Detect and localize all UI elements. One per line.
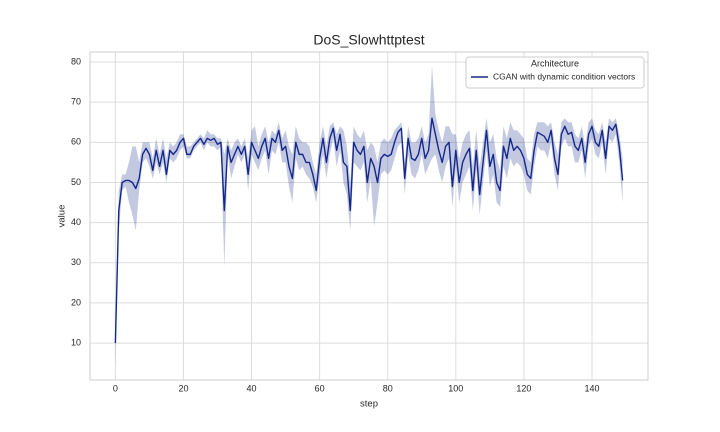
x-axis-label: step: [360, 399, 378, 410]
x-tick-label: 40: [247, 383, 257, 393]
legend-box: [465, 56, 645, 89]
y-tick-label: 80: [71, 56, 81, 66]
x-tick-label: 100: [448, 383, 463, 393]
chart-title: DoS_Slowhttptest: [313, 32, 424, 48]
legend-label: CGAN with dynamic condition vectors: [493, 71, 635, 81]
y-axis-label: value: [57, 205, 68, 228]
y-tick-label: 30: [71, 257, 81, 267]
x-tick-label: 20: [178, 383, 188, 393]
y-tick-label: 10: [71, 337, 81, 347]
x-tick-label: 0: [113, 383, 118, 393]
y-tick-label: 20: [71, 297, 81, 307]
plot-frame: [89, 51, 649, 381]
legend: Architecture CGAN with dynamic condition…: [465, 56, 645, 89]
y-tick-label: 40: [71, 217, 81, 227]
grid: [90, 52, 648, 380]
legend-title: Architecture: [531, 58, 579, 68]
x-tick-label: 60: [315, 383, 325, 393]
y-tick-label: 60: [71, 137, 81, 147]
x-tick-label: 140: [584, 383, 599, 393]
x-tick-label: 120: [516, 383, 531, 393]
y-tick-label: 50: [71, 177, 81, 187]
x-tick-label: 80: [383, 383, 393, 393]
plot: [114, 66, 624, 368]
y-tick-label: 70: [71, 97, 81, 107]
data-line: [114, 117, 624, 344]
